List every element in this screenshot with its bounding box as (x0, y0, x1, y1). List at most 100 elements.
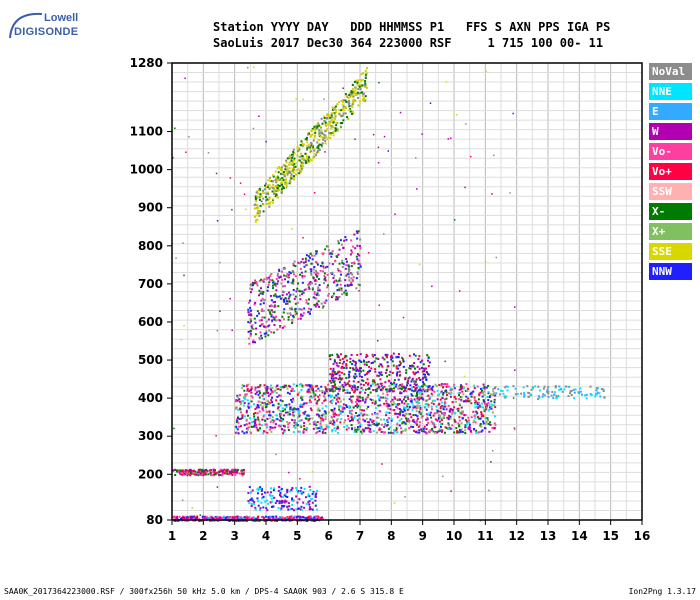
echo-point (478, 405, 481, 408)
echo-point (308, 156, 311, 159)
echo-point (250, 517, 253, 520)
echo-point (290, 175, 293, 178)
echo-point (271, 190, 274, 193)
echo-point (302, 501, 305, 504)
sparse-echo-point (465, 123, 467, 125)
echo-point (416, 405, 419, 408)
echo-point (340, 366, 343, 369)
echo-point (293, 165, 296, 168)
y-tick-label: 600 (138, 315, 163, 329)
echo-point (179, 469, 182, 472)
echo-point (421, 385, 424, 388)
echo-point (422, 388, 425, 391)
echo-point (275, 289, 278, 292)
echo-point (476, 412, 479, 415)
echo-point (356, 428, 359, 431)
echo-point (391, 383, 394, 386)
echo-point (207, 517, 210, 520)
echo-point (179, 473, 182, 476)
echo-point (371, 380, 374, 383)
echo-point (332, 292, 335, 295)
echo-point (355, 277, 358, 280)
echo-point (491, 403, 494, 406)
echo-point (352, 101, 355, 104)
echo-point (331, 250, 334, 253)
echo-point (345, 377, 348, 380)
sparse-echo-point (247, 66, 249, 69)
echo-point (447, 385, 450, 388)
echo-point (309, 407, 312, 410)
echo-point (436, 389, 439, 392)
echo-point (330, 377, 333, 380)
echo-point (308, 282, 311, 285)
echo-point (440, 419, 443, 422)
echo-point (237, 417, 240, 420)
echo-point (241, 471, 244, 474)
echo-point (395, 383, 398, 386)
echo-point (297, 159, 300, 162)
echo-point (308, 506, 311, 509)
echo-point (266, 509, 269, 512)
echo-point (268, 516, 271, 519)
echo-point (256, 204, 259, 207)
echo-point (308, 385, 311, 388)
echo-point (355, 369, 358, 372)
echo-point (234, 407, 237, 410)
echo-point (343, 356, 346, 359)
echo-point (476, 403, 479, 406)
echo-point (321, 516, 324, 519)
echo-point (300, 161, 303, 164)
echo-point (467, 416, 470, 419)
echo-point (275, 386, 278, 389)
echo-point (398, 370, 401, 373)
echo-point (319, 135, 322, 138)
echo-point (469, 399, 472, 402)
echo-point (413, 373, 416, 376)
echo-point (265, 391, 268, 394)
echo-point (580, 393, 583, 396)
echo-point (364, 401, 367, 404)
echo-point (236, 418, 239, 421)
echo-point (398, 424, 401, 427)
echo-point (595, 387, 598, 390)
echo-point (284, 168, 287, 171)
echo-point (329, 133, 332, 136)
echo-point (482, 420, 485, 423)
echo-point (262, 191, 265, 194)
echo-point (332, 134, 335, 137)
echo-point (487, 384, 490, 387)
echo-point (339, 122, 342, 125)
echo-point (477, 401, 480, 404)
echo-point (401, 400, 404, 403)
echo-point (293, 159, 296, 162)
echo-point (322, 265, 325, 268)
echo-point (348, 279, 351, 282)
echo-point (311, 517, 314, 520)
echo-point (241, 384, 244, 387)
echo-point (395, 374, 398, 377)
echo-point (262, 496, 265, 499)
echo-point (440, 406, 443, 409)
echo-point (243, 389, 246, 392)
echo-point (282, 418, 285, 421)
echo-point (292, 148, 295, 151)
echo-point (266, 426, 269, 429)
echo-point (398, 419, 401, 422)
echo-point (334, 386, 337, 389)
echo-point (386, 393, 389, 396)
echo-point (352, 375, 355, 378)
echo-point (254, 386, 257, 389)
echo-point (327, 123, 330, 126)
echo-point (235, 469, 238, 472)
echo-point (482, 406, 485, 409)
echo-point (271, 279, 274, 282)
echo-point (594, 395, 597, 398)
sparse-echo-point (252, 127, 255, 130)
echo-point (350, 419, 353, 422)
echo-point (470, 402, 473, 405)
echo-point (296, 491, 299, 494)
echo-point (292, 408, 295, 411)
echo-point (249, 319, 252, 322)
echo-point (272, 183, 275, 186)
echo-point (307, 298, 310, 301)
